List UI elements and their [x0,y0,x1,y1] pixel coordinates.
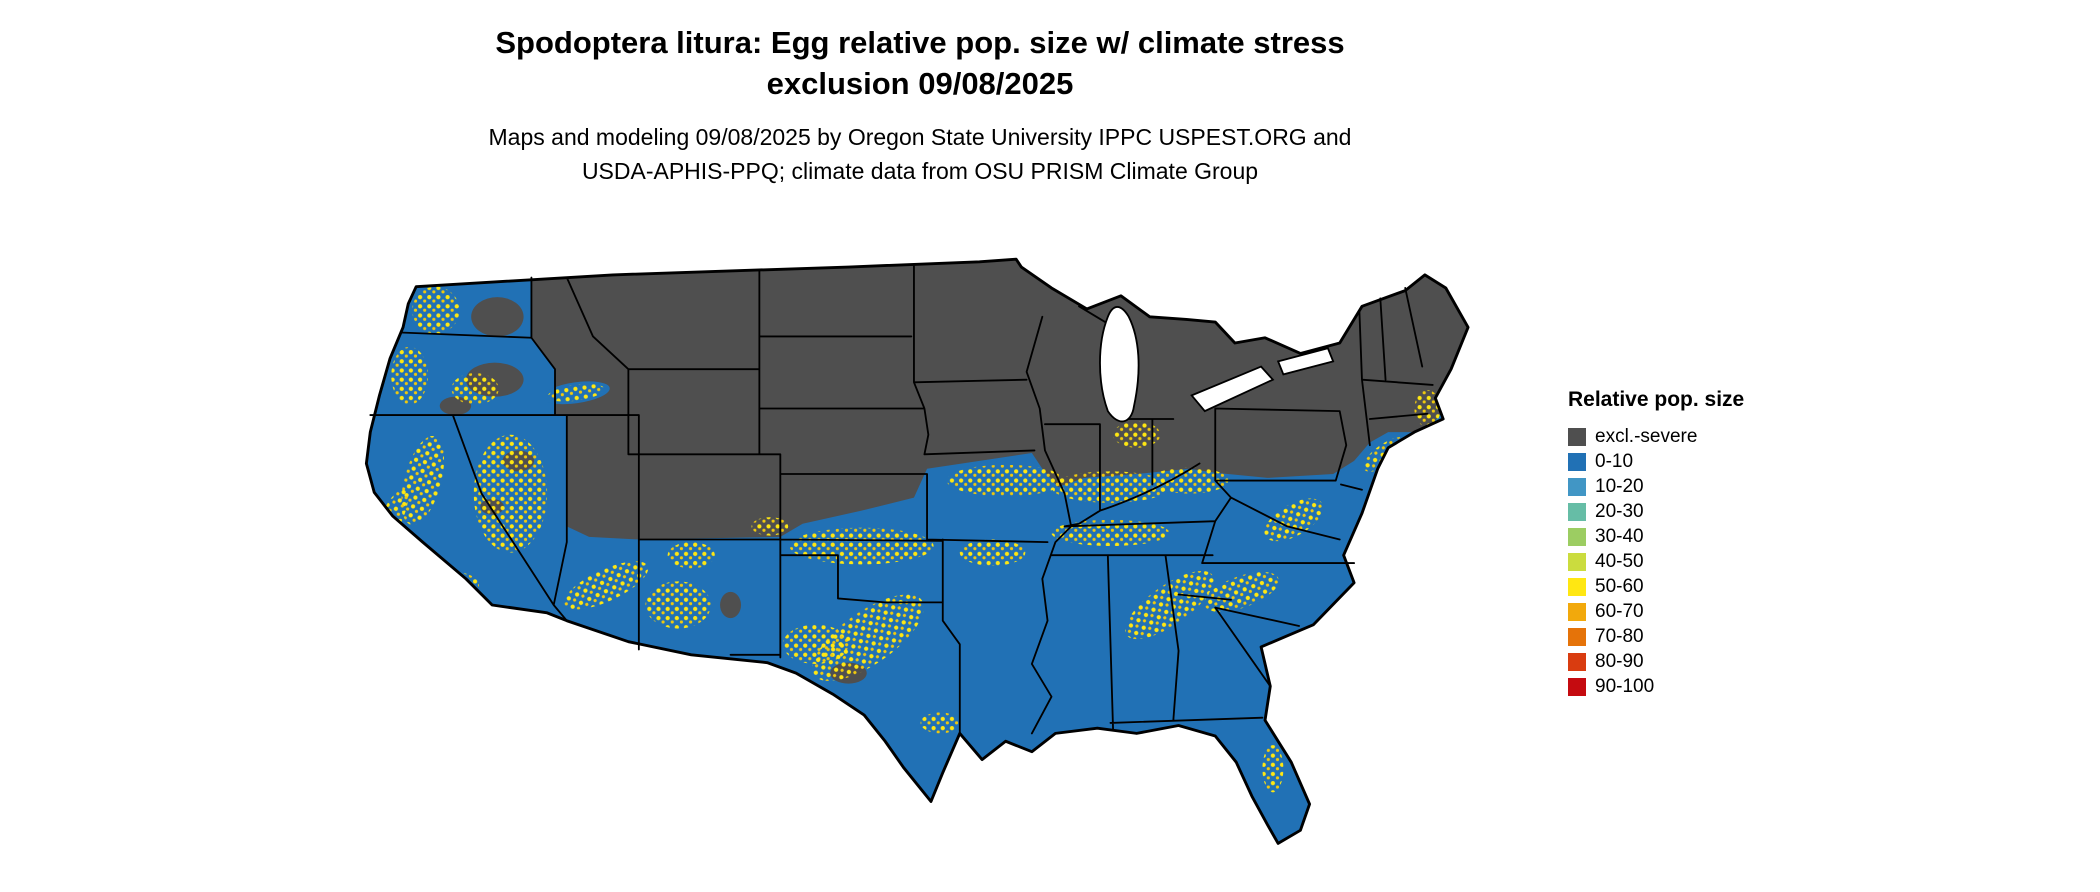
legend-item: 80-90 [1568,649,1848,674]
legend-swatch [1568,602,1586,621]
map-title-line1: Spodoptera litura: Egg relative pop. siz… [495,25,1345,60]
legend-label: 20-30 [1595,500,1644,522]
legend: Relative pop. size excl.-severe 0-10 10-… [1568,388,1848,699]
legend-swatch [1568,427,1586,446]
legend-item: 60-70 [1568,599,1848,624]
legend-label: 50-60 [1595,575,1644,597]
legend-label: 60-70 [1595,600,1644,622]
legend-label: 10-20 [1595,475,1644,497]
legend-swatch [1568,577,1586,596]
legend-item: excl.-severe [1568,424,1848,449]
state-borders [369,263,1434,735]
lake-erie [1190,365,1275,413]
legend-item: 0-10 [1568,449,1848,474]
legend-swatch [1568,627,1586,646]
legend-swatch [1568,502,1586,521]
legend-label: 90-100 [1595,675,1655,697]
legend-label: 40-50 [1595,550,1644,572]
map-title-line2: exclusion 09/08/2025 [766,66,1074,101]
legend-swatch [1568,652,1586,671]
legend-item: 90-100 [1568,674,1848,699]
legend-item: 30-40 [1568,524,1848,549]
map-subtitle-line1: Maps and modeling 09/08/2025 by Oregon S… [488,124,1352,150]
legend-item: 50-60 [1568,574,1848,599]
legend-swatch [1568,527,1586,546]
legend-item: 70-80 [1568,624,1848,649]
legend-item: 20-30 [1568,499,1848,524]
legend-label: 70-80 [1595,625,1644,647]
legend-label: 0-10 [1595,450,1634,472]
us-map [298,212,1543,867]
legend-label: 30-40 [1595,525,1644,547]
legend-swatch [1568,477,1586,496]
lake-michigan [1099,306,1140,423]
legend-swatch [1568,677,1586,696]
legend-item: 10-20 [1568,474,1848,499]
lake-ontario [1276,347,1335,376]
legend-title: Relative pop. size [1568,388,1745,411]
map-outline [364,257,1470,845]
legend-swatch [1568,452,1586,471]
legend-swatch [1568,552,1586,571]
legend-label: excl.-severe [1595,425,1698,447]
map-subtitle: Maps and modeling 09/08/2025 by Oregon S… [300,120,1540,188]
legend-label: 80-90 [1595,650,1644,672]
us-map-svg [364,257,1470,845]
map-subtitle-line2: USDA-APHIS-PPQ; climate data from OSU PR… [581,158,1259,184]
great-lakes [1099,306,1335,423]
map-title: Spodoptera litura: Egg relative pop. siz… [300,22,1540,104]
legend-item: 40-50 [1568,549,1848,574]
